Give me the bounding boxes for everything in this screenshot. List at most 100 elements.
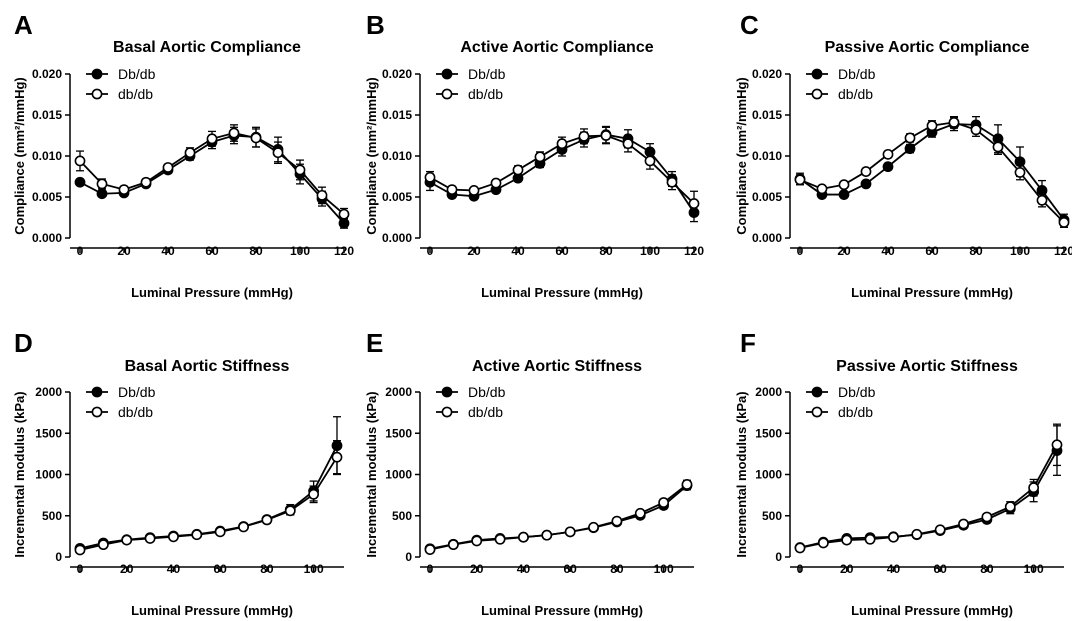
data-point: [97, 539, 109, 551]
x-tick-label: 0: [427, 244, 434, 258]
data-point: [588, 521, 599, 533]
x-tick-label: 20: [467, 244, 481, 258]
data-point: [1014, 166, 1026, 178]
y-tick-label: 2000: [385, 385, 412, 399]
x-tick-label: 0: [797, 562, 804, 576]
panel-title: Basal Aortic Compliance: [113, 39, 301, 56]
legend-item: db/db: [86, 86, 153, 102]
legend-label: db/db: [118, 404, 153, 420]
data-point: [992, 141, 1004, 153]
data-point: [904, 143, 916, 155]
panel-title: Active Aortic Compliance: [460, 39, 653, 56]
data-point: [860, 166, 872, 177]
y-tick-label: 500: [392, 509, 412, 523]
data-point: [666, 176, 678, 188]
data-point: [74, 544, 86, 556]
x-axis-title: Luminal Pressure (mmHg): [131, 285, 293, 300]
series-line: [799, 444, 1058, 549]
x-tick-label: 80: [969, 244, 983, 258]
data-point: [162, 162, 174, 173]
y-tick-label: 0.020: [752, 67, 782, 81]
y-tick-label: 0.020: [32, 67, 62, 81]
data-point: [681, 478, 693, 490]
data-point: [316, 189, 328, 201]
x-tick-label: 100: [304, 562, 324, 576]
y-axis-title: Compliance (mm²/mmHg): [12, 77, 27, 234]
x-axis-title: Luminal Pressure (mmHg): [851, 285, 1013, 300]
data-point: [958, 518, 969, 530]
legend-item: Db/db: [86, 384, 156, 400]
x-tick-label: 60: [563, 562, 577, 576]
x-axis-title: Luminal Pressure (mmHg): [481, 603, 643, 618]
legend-item: db/db: [436, 404, 503, 420]
y-tick-label: 0: [775, 550, 782, 564]
legend-item: Db/db: [436, 384, 506, 400]
x-tick-label: 40: [511, 244, 525, 258]
data-point: [338, 208, 350, 220]
data-point: [140, 176, 152, 188]
x-tick-label: 80: [249, 244, 263, 258]
x-tick-label: 0: [797, 244, 804, 258]
data-point: [424, 171, 436, 183]
y-tick-label: 1500: [755, 426, 782, 440]
legend-label: Db/db: [838, 384, 876, 400]
data-point: [882, 148, 894, 160]
y-tick-label: 500: [42, 509, 62, 523]
data-point: [447, 539, 459, 551]
x-tick-label: 80: [610, 562, 624, 576]
y-tick-label: 0.020: [382, 67, 412, 81]
x-tick-label: 100: [1024, 562, 1044, 576]
y-tick-label: 0.005: [752, 190, 782, 204]
data-point: [578, 130, 590, 142]
legend-label: Db/db: [118, 66, 156, 82]
legend: Db/db db/db: [436, 66, 506, 102]
legend-item: db/db: [806, 404, 873, 420]
data-point: [284, 505, 296, 517]
x-tick-label: 20: [117, 244, 131, 258]
data-point: [331, 451, 343, 463]
panel-letter: A: [14, 10, 33, 40]
panel-title: Basal Aortic Stiffness: [125, 358, 290, 375]
legend-marker: [91, 406, 103, 418]
x-tick-label: 120: [684, 244, 704, 258]
chart-panel-a: A Basal Aortic Compliance 0.000 0.005 0.010 0…: [12, 10, 354, 300]
x-tick-label: 40: [881, 244, 895, 258]
data-point: [534, 151, 546, 163]
y-tick-label: 0.015: [382, 108, 412, 122]
x-tick-label: 60: [213, 562, 227, 576]
data-point: [272, 147, 284, 159]
data-point: [228, 127, 240, 139]
data-point: [970, 124, 982, 136]
data-point: [191, 529, 203, 541]
legend-label: db/db: [838, 86, 873, 102]
series-db-db-open: [424, 126, 700, 217]
x-tick-label: 60: [925, 244, 939, 258]
data-point: [214, 526, 226, 538]
panel-letter: C: [740, 10, 759, 40]
data-point: [121, 534, 133, 546]
x-axis-title: Luminal Pressure (mmHg): [851, 603, 1013, 618]
panel-letter: E: [366, 328, 383, 358]
data-point: [622, 138, 634, 150]
y-axis-title: Compliance (mm²/mmHg): [364, 77, 379, 234]
legend-marker: [441, 68, 453, 80]
y-tick-label: 1000: [755, 468, 782, 482]
y-tick-label: 2000: [755, 385, 782, 399]
data-point: [74, 176, 86, 188]
x-tick-label: 60: [933, 562, 947, 576]
data-point: [184, 147, 196, 159]
series-db-db-filled: [794, 425, 1063, 553]
panel-letter: F: [740, 328, 756, 358]
y-tick-label: 0.000: [752, 231, 782, 245]
y-tick-label: 0: [405, 550, 412, 564]
legend: Db/db db/db: [806, 384, 876, 420]
data-point: [446, 184, 458, 196]
y-tick-label: 1000: [385, 468, 412, 482]
legend-item: Db/db: [806, 66, 876, 82]
legend-label: db/db: [468, 86, 503, 102]
y-tick-label: 0.000: [382, 231, 412, 245]
legend-label: Db/db: [838, 66, 876, 82]
data-point: [564, 526, 576, 538]
data-point: [168, 531, 179, 543]
